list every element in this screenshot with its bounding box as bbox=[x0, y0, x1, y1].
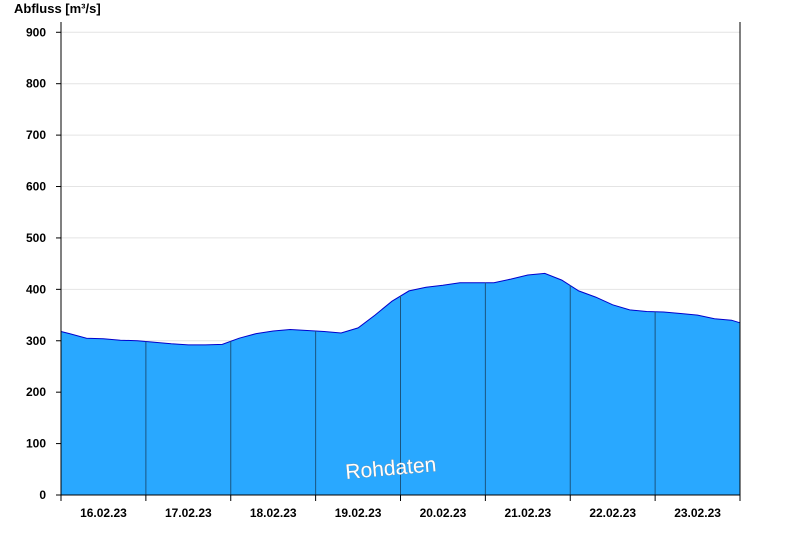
y-tick-label: 600 bbox=[26, 180, 46, 194]
axes bbox=[56, 22, 741, 501]
day-separators bbox=[145, 282, 656, 495]
y-tick-label: 400 bbox=[26, 282, 46, 296]
y-tick-label: 500 bbox=[26, 231, 46, 245]
y-tick-label: 800 bbox=[26, 77, 46, 91]
x-tick-label: 21.02.23 bbox=[504, 506, 551, 520]
y-tick-label: 300 bbox=[26, 334, 46, 348]
y-tick-labels: 0 100 200 300 400 500 600 700 800 900 bbox=[26, 25, 46, 502]
x-tick-label: 16.02.23 bbox=[80, 506, 127, 520]
y-tick-label: 200 bbox=[26, 385, 46, 399]
y-tick-label: 0 bbox=[39, 488, 46, 502]
x-tick-label: 19.02.23 bbox=[335, 506, 382, 520]
x-tick-label: 20.02.23 bbox=[420, 506, 467, 520]
x-tick-label: 22.02.23 bbox=[589, 506, 636, 520]
y-tick-label: 100 bbox=[26, 437, 46, 451]
y-axis-title: Abfluss [m³/s] bbox=[14, 1, 101, 16]
x-tick-label: 23.02.23 bbox=[674, 506, 721, 520]
y-tick-label: 700 bbox=[26, 128, 46, 142]
x-tick-labels: 16.02.23 17.02.23 18.02.23 19.02.23 20.02.23… bbox=[80, 506, 721, 520]
y-tick-label: 900 bbox=[26, 25, 46, 39]
x-tick-label: 17.02.23 bbox=[165, 506, 212, 520]
watermark-label: Rohdaten bbox=[344, 453, 437, 484]
x-tick-label: 18.02.23 bbox=[250, 506, 297, 520]
